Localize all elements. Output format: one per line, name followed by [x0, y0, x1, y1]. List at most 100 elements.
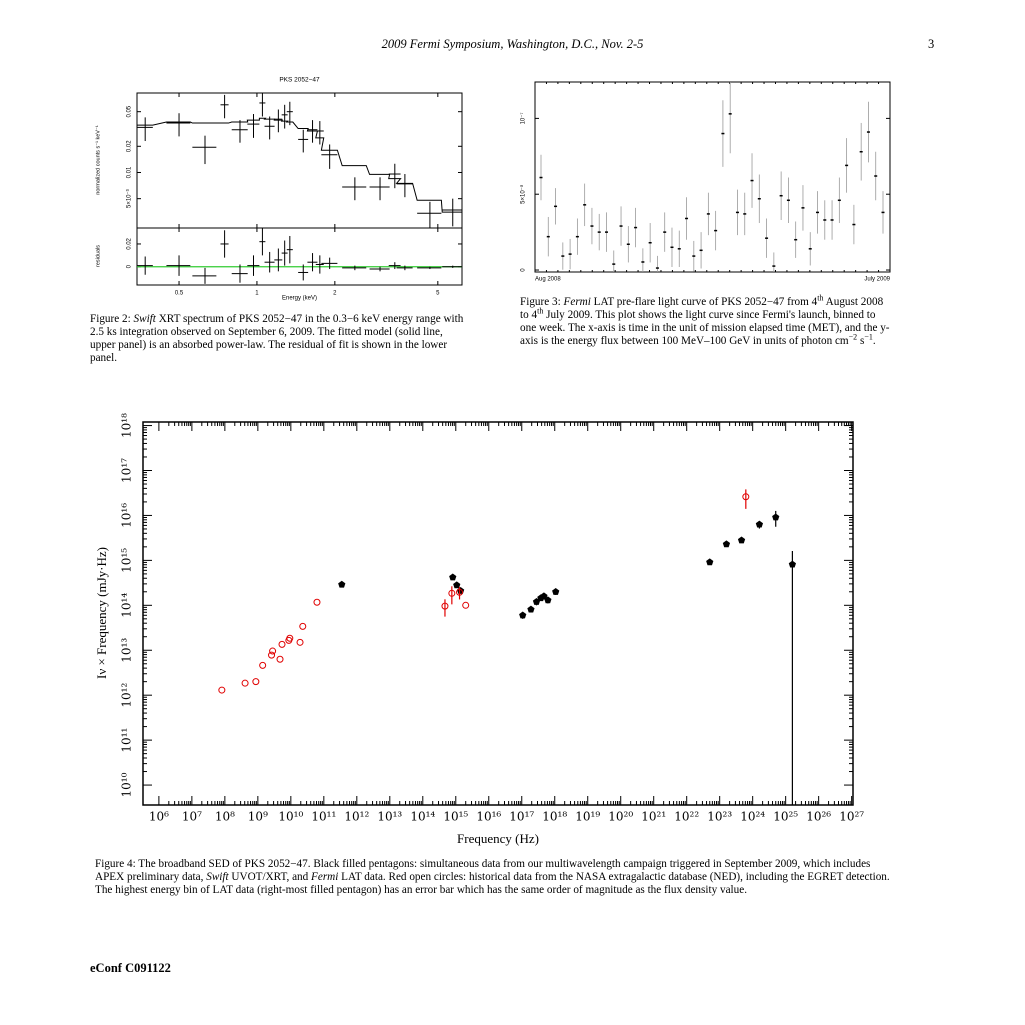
x-tick-label: 0.5	[175, 291, 184, 297]
x-tick-label: 10¹¹	[311, 810, 336, 824]
data-point	[540, 592, 548, 600]
data-point	[296, 638, 304, 646]
y-tick-label: 10¹⁸	[120, 413, 134, 438]
data-point	[218, 686, 226, 694]
data-point	[456, 588, 464, 596]
caption-text: −2	[848, 332, 858, 342]
x-tick-label: 10²⁴	[740, 810, 765, 824]
x-tick-label: 10¹⁰	[278, 810, 303, 824]
data-point	[276, 655, 284, 663]
x-tick-label: July 2009	[864, 277, 890, 283]
y-tick-label: 10¹⁶	[120, 503, 134, 528]
running-header: 2009 Fermi Symposium, Washington, D.C., …	[381, 37, 644, 51]
x-tick-label: 10⁷	[182, 810, 202, 824]
data-point	[448, 589, 456, 597]
caption-text: Figure 3:	[520, 296, 564, 308]
plot-frame	[534, 81, 891, 273]
y-tick-label: 10⁻⁷	[520, 112, 527, 124]
data-point	[286, 634, 294, 642]
caption-text: Figure 2:	[90, 313, 134, 325]
data-point	[755, 520, 764, 528]
data-point	[737, 536, 746, 544]
x-axis-label: Frequency (Hz)	[457, 831, 539, 846]
data-point	[278, 640, 286, 648]
y-tick-label: 5×10⁻⁸	[520, 184, 527, 204]
y-tick-label: 0.05	[127, 105, 133, 117]
plot-frame	[136, 92, 463, 229]
y-tick-label: 10¹⁴	[120, 593, 134, 618]
data-point	[299, 622, 307, 630]
x-tick-label: 10¹³	[377, 810, 402, 824]
data-point	[772, 513, 780, 521]
caption-text: .	[872, 335, 876, 347]
data-point	[268, 651, 276, 659]
caption-text: LAT data. Red open circles: historical d…	[95, 871, 890, 896]
data-point	[313, 598, 321, 606]
chart-title: PKS 2052−47	[279, 77, 320, 84]
x-tick-label: 10¹⁷	[509, 810, 534, 824]
caption-text: Swift	[133, 313, 156, 325]
x-tick-label: Aug 2008	[535, 277, 561, 283]
y-tick-label: 10¹²	[120, 683, 134, 708]
data-point	[722, 540, 731, 548]
caption-text: LAT pre-flare light curve of PKS 2052−47…	[590, 296, 818, 308]
x-tick-label: 10²⁵	[773, 810, 798, 824]
x-tick-label: 10²²	[674, 810, 699, 824]
data-point	[519, 611, 527, 619]
data-point	[453, 581, 461, 589]
caption-text: July 2009. This plot shows the light cur…	[520, 309, 890, 347]
caption: Figure 2: Swift XRT spectrum of PKS 2052…	[90, 313, 468, 365]
caption-text: Fermi	[563, 296, 591, 308]
plot-frame	[142, 421, 854, 806]
caption-text: XRT spectrum of PKS 2052−47 in the 0.3−6…	[90, 313, 464, 364]
y-tick-label: 10¹³	[120, 638, 134, 663]
y-axis-label: normalized counts s⁻¹ keV⁻¹	[95, 125, 101, 195]
x-tick-label: 10²¹	[641, 810, 666, 824]
y-axis-label: residuals	[95, 245, 101, 267]
x-tick-label: 10⁹	[248, 810, 268, 824]
y-tick-label: 0	[521, 268, 527, 272]
caption-text: −1	[864, 332, 873, 342]
caption-text: Swift	[206, 871, 229, 883]
page-number: 3	[928, 37, 935, 51]
y-tick-label: 10¹¹	[120, 728, 134, 753]
x-tick-label: 10¹⁹	[575, 810, 600, 824]
x-tick-label: 10²⁷	[839, 810, 864, 824]
data-point	[338, 580, 346, 588]
y-axis-label: Iν × Frequency (mJy·Hz)	[94, 547, 109, 679]
model-line	[137, 117, 463, 213]
x-tick-label: 10⁶	[149, 810, 169, 824]
caption-text: th	[817, 293, 824, 303]
x-tick-label: 10²³	[707, 810, 732, 824]
data-point	[241, 679, 249, 687]
data-point	[706, 558, 714, 566]
data-point	[449, 573, 457, 581]
x-tick-label: 1	[255, 291, 259, 297]
data-point	[462, 601, 470, 609]
caption-text: s	[857, 335, 865, 347]
caption: Figure 3: Fermi LAT pre-flare light curv…	[520, 293, 892, 348]
data-point	[552, 587, 560, 595]
data-point	[788, 560, 797, 568]
x-tick-label: 2	[333, 291, 337, 297]
data-point	[527, 605, 535, 613]
x-axis-label: Energy (keV)	[282, 296, 317, 302]
caption-text: Figure 4: The broadband SED of PKS 2052−…	[95, 858, 871, 883]
data-point	[259, 661, 267, 669]
caption-text: UVOT/XRT, and	[228, 871, 312, 883]
caption-text: August 2008 to 4	[520, 296, 884, 321]
y-tick-label: 0.01	[127, 166, 133, 178]
caption: Figure 4: The broadband SED of PKS 2052−…	[95, 858, 895, 897]
data-point	[544, 596, 552, 604]
caption-text: Fermi	[311, 871, 339, 883]
x-tick-label: 10⁸	[215, 810, 235, 824]
data-point	[269, 647, 277, 655]
x-tick-label: 10²⁶	[806, 810, 831, 824]
data-point	[441, 602, 449, 610]
y-tick-label: 10¹⁰	[120, 772, 134, 797]
x-tick-label: 10²⁰	[608, 810, 633, 824]
x-tick-label: 10¹⁶	[476, 810, 501, 824]
y-tick-label: 0.02	[127, 140, 133, 152]
